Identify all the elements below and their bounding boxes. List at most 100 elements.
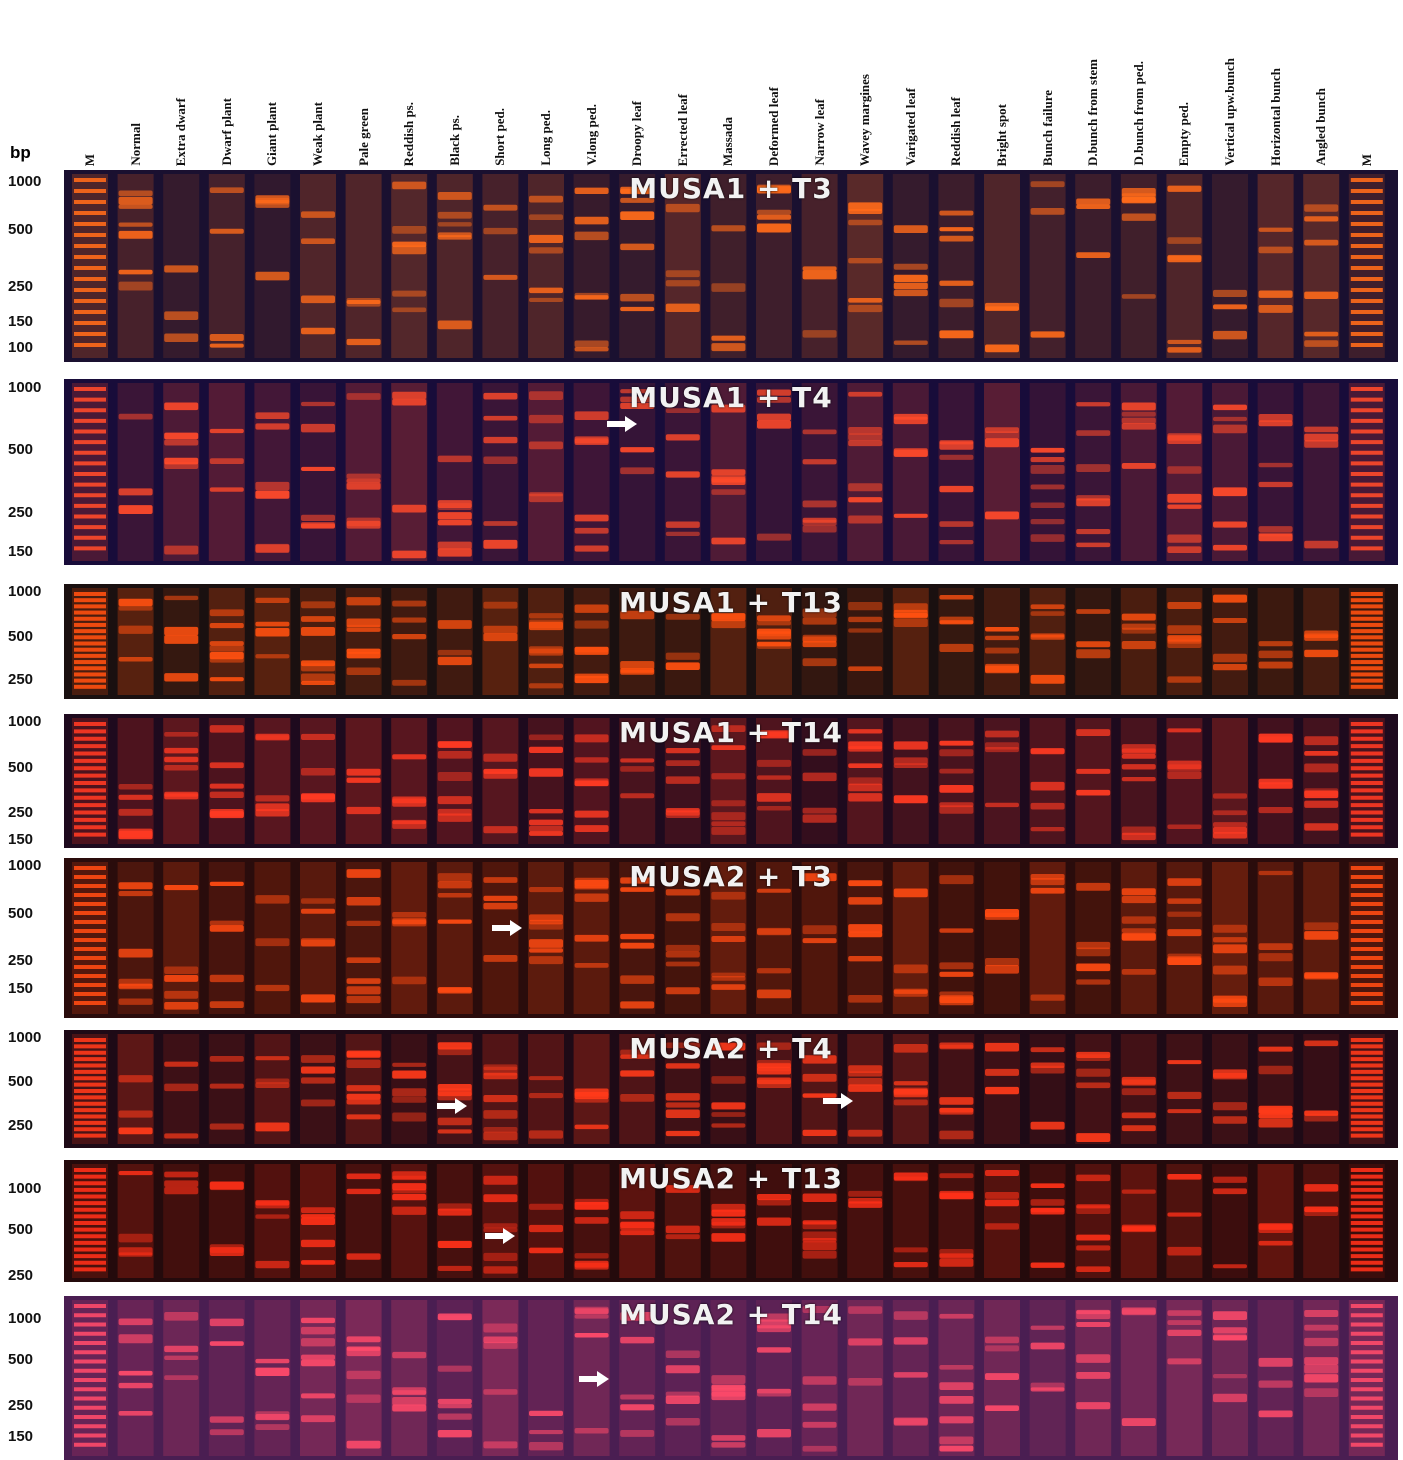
dna-band — [893, 416, 928, 425]
dna-band — [437, 1129, 472, 1134]
dna-band — [757, 533, 791, 541]
marker-band — [1350, 1247, 1383, 1252]
dna-band — [802, 500, 837, 508]
dna-band — [1121, 294, 1156, 299]
lane-label: Narrow leaf — [811, 99, 827, 166]
dna-band — [255, 809, 290, 817]
marker-band — [1350, 418, 1383, 423]
marker-band — [1350, 1187, 1383, 1192]
marker-band — [1350, 810, 1383, 815]
arrow-right-icon — [579, 1371, 609, 1387]
dna-band — [346, 920, 381, 927]
marker-band — [74, 200, 106, 204]
dna-band — [392, 1189, 427, 1194]
dna-band — [665, 776, 700, 784]
dna-band — [1213, 424, 1247, 434]
dna-band — [665, 270, 700, 278]
dna-band — [848, 1338, 883, 1346]
lane-smear — [482, 862, 519, 1014]
dna-band — [1304, 649, 1339, 658]
dna-band — [437, 1240, 472, 1248]
dna-band — [1076, 789, 1111, 796]
dna-band — [1213, 544, 1247, 551]
dna-band — [437, 500, 472, 509]
dna-band — [346, 1370, 381, 1380]
gel-image — [72, 174, 1385, 358]
dna-band — [1258, 778, 1293, 785]
size-marker-label: 1000 — [8, 857, 42, 874]
marker-band — [1350, 1133, 1383, 1138]
lane-smear — [391, 1164, 428, 1278]
dna-band — [1258, 290, 1293, 298]
size-marker-label: 150 — [8, 831, 34, 848]
marker-band — [1350, 1194, 1383, 1199]
dna-band — [939, 1436, 974, 1445]
marker-band — [1350, 1168, 1383, 1172]
dna-band — [757, 620, 791, 626]
gel-image — [72, 588, 1385, 695]
dna-band — [711, 335, 746, 341]
dna-band — [757, 642, 791, 649]
lane-smear — [984, 588, 1020, 695]
dna-band — [757, 1042, 791, 1050]
dna-band — [848, 1201, 883, 1208]
dna-band — [1213, 1069, 1247, 1078]
marker-band — [1350, 875, 1383, 879]
dna-band — [620, 1404, 655, 1411]
dna-band — [802, 772, 837, 782]
dna-band — [665, 1365, 700, 1374]
marker-band — [1350, 1076, 1383, 1081]
dna-band — [346, 1059, 381, 1068]
dna-band — [483, 415, 518, 421]
gel-image — [72, 718, 1385, 844]
dna-band — [711, 800, 746, 807]
marker-band — [1350, 884, 1383, 888]
dna-band — [1076, 1310, 1111, 1320]
dna-band — [1076, 529, 1111, 535]
marker-band — [1350, 616, 1383, 621]
marker-band — [1350, 397, 1383, 402]
dna-band — [985, 746, 1019, 753]
dna-band — [1167, 466, 1202, 474]
dna-band — [346, 995, 381, 1004]
dna-band — [939, 1382, 974, 1391]
dna-band — [1030, 465, 1065, 474]
dna-band — [483, 1323, 518, 1333]
dna-band — [802, 617, 837, 625]
dna-band — [711, 404, 746, 413]
dna-band — [209, 1001, 244, 1008]
dna-band — [346, 986, 381, 995]
marker-band — [1350, 1221, 1383, 1225]
dna-band — [620, 1336, 655, 1344]
dna-band — [1258, 1108, 1293, 1114]
dna-band — [939, 740, 974, 746]
dna-band — [483, 768, 518, 774]
dna-band — [1167, 878, 1202, 886]
dna-band — [1076, 882, 1111, 891]
dna-band — [209, 458, 244, 464]
dna-band — [1258, 1410, 1293, 1418]
size-marker-label: 1000 — [8, 583, 42, 600]
dna-band — [301, 401, 335, 407]
dna-band — [1030, 1342, 1065, 1350]
dna-band — [255, 1413, 290, 1421]
dna-band — [1121, 463, 1156, 469]
dna-band — [301, 211, 335, 218]
lane-smear — [528, 1164, 564, 1278]
dna-band — [209, 920, 244, 926]
dna-band — [757, 223, 791, 233]
marker-band — [74, 1378, 106, 1382]
dna-band — [209, 334, 244, 342]
lane-smear — [1212, 1300, 1248, 1456]
dna-band — [255, 621, 290, 627]
marker-band — [1350, 1069, 1383, 1074]
dna-band — [1121, 1307, 1156, 1315]
dna-band — [392, 1194, 427, 1201]
dna-band — [939, 440, 974, 445]
dna-band — [711, 821, 746, 827]
dna-band — [1167, 1320, 1202, 1325]
dna-band — [620, 467, 655, 475]
dna-band — [574, 734, 609, 743]
dna-band — [118, 605, 153, 611]
gel-panel: MUSA1 + T4 — [64, 379, 1398, 565]
